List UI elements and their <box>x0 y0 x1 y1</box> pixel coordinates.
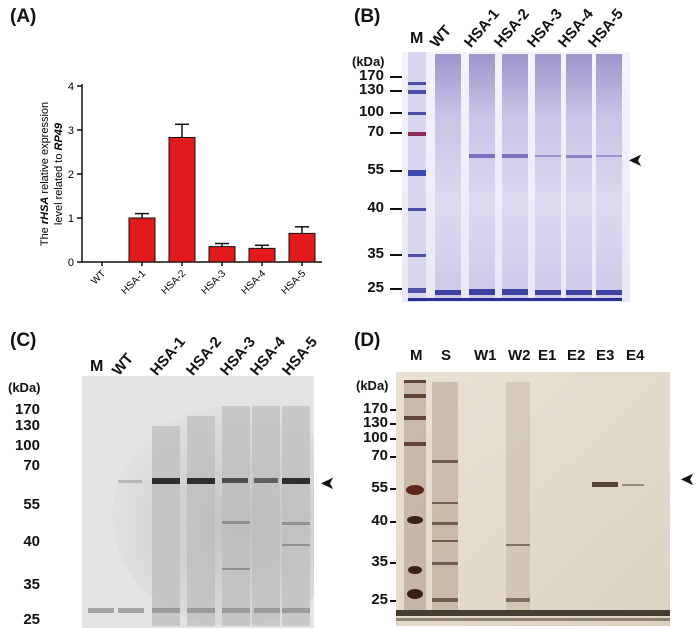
gel-d-mw-tick <box>390 423 398 425</box>
gel-d-kda-label: (kDa) <box>356 378 389 393</box>
gel-d-mw-tick <box>390 600 398 602</box>
gel-b-mw-label: 130 <box>358 81 384 98</box>
y-tick-label: 0 <box>68 257 74 269</box>
gel-d-lane-label: E2 <box>567 347 586 364</box>
gel-d-lane-label: E4 <box>626 347 645 364</box>
gel-c-lane-label: HSA-1 <box>146 333 189 379</box>
gel-b-mw-label: 70 <box>367 123 384 140</box>
gel-b-mw-tick <box>390 112 404 114</box>
y-tick-label: 1 <box>68 213 74 225</box>
gel-b-marker-label: M <box>410 30 424 47</box>
gel-d-mw-tick <box>390 409 398 411</box>
bar <box>248 247 276 263</box>
expression-bar-chart: The rHSA relative expression level relate… <box>39 81 322 297</box>
gel-b-mw-label: 100 <box>358 103 384 120</box>
gel-d-mw-label: 100 <box>362 429 388 446</box>
gel-b-mw-tick <box>390 132 404 134</box>
gel-b-mw-tick <box>390 288 404 290</box>
gel-b-mw-label: 170 <box>358 67 384 84</box>
gel-c-arrow-icon: ➤ <box>320 473 336 493</box>
gel-d-mw-tick <box>390 521 398 523</box>
gel-d-lane-label: W1 <box>474 347 497 364</box>
gel-d-arrow-icon: ➤ <box>680 469 696 489</box>
gel-d-mw-label: 55 <box>371 479 388 496</box>
y-axis-label: The rHSA relative expression level relate… <box>39 102 65 246</box>
panel-label-a: (A) <box>10 6 37 27</box>
gel-b-image <box>402 52 630 302</box>
x-tick-label: HSA-4 <box>240 268 269 297</box>
gel-d-lane-label: W2 <box>508 347 531 364</box>
gel-c-mw-label: 170 <box>14 401 40 418</box>
gel-c-lane-label: WT <box>108 350 137 379</box>
gel-c-mw-label: 40 <box>23 533 40 550</box>
gel-d-lane-label: S <box>441 347 452 364</box>
gel-d-lane-label: E1 <box>538 347 557 364</box>
x-tick-label: HSA-3 <box>200 268 229 297</box>
gel-c-mw-label: 25 <box>23 611 40 628</box>
y-tick-label: 4 <box>68 81 74 93</box>
gel-d-mw-label: 35 <box>371 553 388 570</box>
gel-d-mw-tick <box>390 488 398 490</box>
gel-b-mw-tick <box>390 76 404 78</box>
gel-c-marker-label: M <box>90 358 104 375</box>
panel-label-d: (D) <box>354 330 381 351</box>
gel-c-lane-label: HSA-2 <box>182 333 225 379</box>
gel-d-image <box>396 372 670 626</box>
gel-d-mw-label: 25 <box>371 591 388 608</box>
panel-label-c: (C) <box>10 330 37 351</box>
gel-b-arrow-icon: ➤ <box>628 150 644 170</box>
bar <box>208 246 236 263</box>
gel-c-mw-label: 70 <box>23 457 40 474</box>
gel-b-mw-tick <box>390 90 404 92</box>
x-tick-labels: WT HSA-1 HSA-2 HSA-3 HSA-4 HSA-5 <box>89 268 308 297</box>
bar <box>168 136 196 263</box>
bar <box>288 232 316 263</box>
gel-b-mw-label: 25 <box>367 279 384 296</box>
gel-b-mw-tick <box>390 208 404 210</box>
gel-b-mw-tick <box>390 170 404 172</box>
chart-bars <box>128 123 316 263</box>
gel-d-mw-label: 170 <box>362 400 388 417</box>
gel-d-mw-tick <box>390 438 398 440</box>
x-tick-label: WT <box>89 268 108 287</box>
y-tick-label: 2 <box>68 169 74 181</box>
gel-b-kda-label: (kDa) <box>352 54 385 69</box>
bar <box>128 217 156 263</box>
gel-b-lane-label: WT <box>426 22 455 51</box>
gel-b-mw-label: 55 <box>367 161 384 178</box>
y-axis-label-line: The rHSA relative expression <box>39 102 51 246</box>
gel-d-mw-label: 70 <box>371 447 388 464</box>
gel-d-lane-label: E3 <box>596 347 615 364</box>
gel-c-mw-label: 55 <box>23 496 40 513</box>
gel-b-mw-tick <box>390 254 404 256</box>
x-tick-label: HSA-2 <box>160 268 189 297</box>
x-tick-label: HSA-1 <box>120 268 149 297</box>
gel-c-image <box>82 376 314 628</box>
gel-b-mw-label: 35 <box>367 245 384 262</box>
x-tick-label: HSA-5 <box>280 268 309 297</box>
chart-axes: 0 1 2 3 4 <box>68 81 322 269</box>
gel-c-mw-label: 130 <box>14 417 40 434</box>
gel-d-mw-tick <box>390 562 398 564</box>
gel-d-mw-label: 40 <box>371 512 388 529</box>
gel-b-mw-label: 40 <box>367 199 384 216</box>
gel-d-mw-tick <box>390 456 398 458</box>
y-axis-label-line: level related to RP49 <box>53 122 65 225</box>
y-tick-label: 3 <box>68 125 74 137</box>
gel-c-lane-label: HSA-5 <box>278 333 321 379</box>
gel-d-mw-label: 130 <box>362 414 388 431</box>
gel-c-mw-label: 100 <box>14 437 40 454</box>
gel-c-mw-label: 35 <box>23 576 40 593</box>
gel-c-kda-label: (kDa) <box>8 380 41 395</box>
panel-label-b: (B) <box>354 6 381 27</box>
gel-d-lane-label: M <box>410 347 423 364</box>
